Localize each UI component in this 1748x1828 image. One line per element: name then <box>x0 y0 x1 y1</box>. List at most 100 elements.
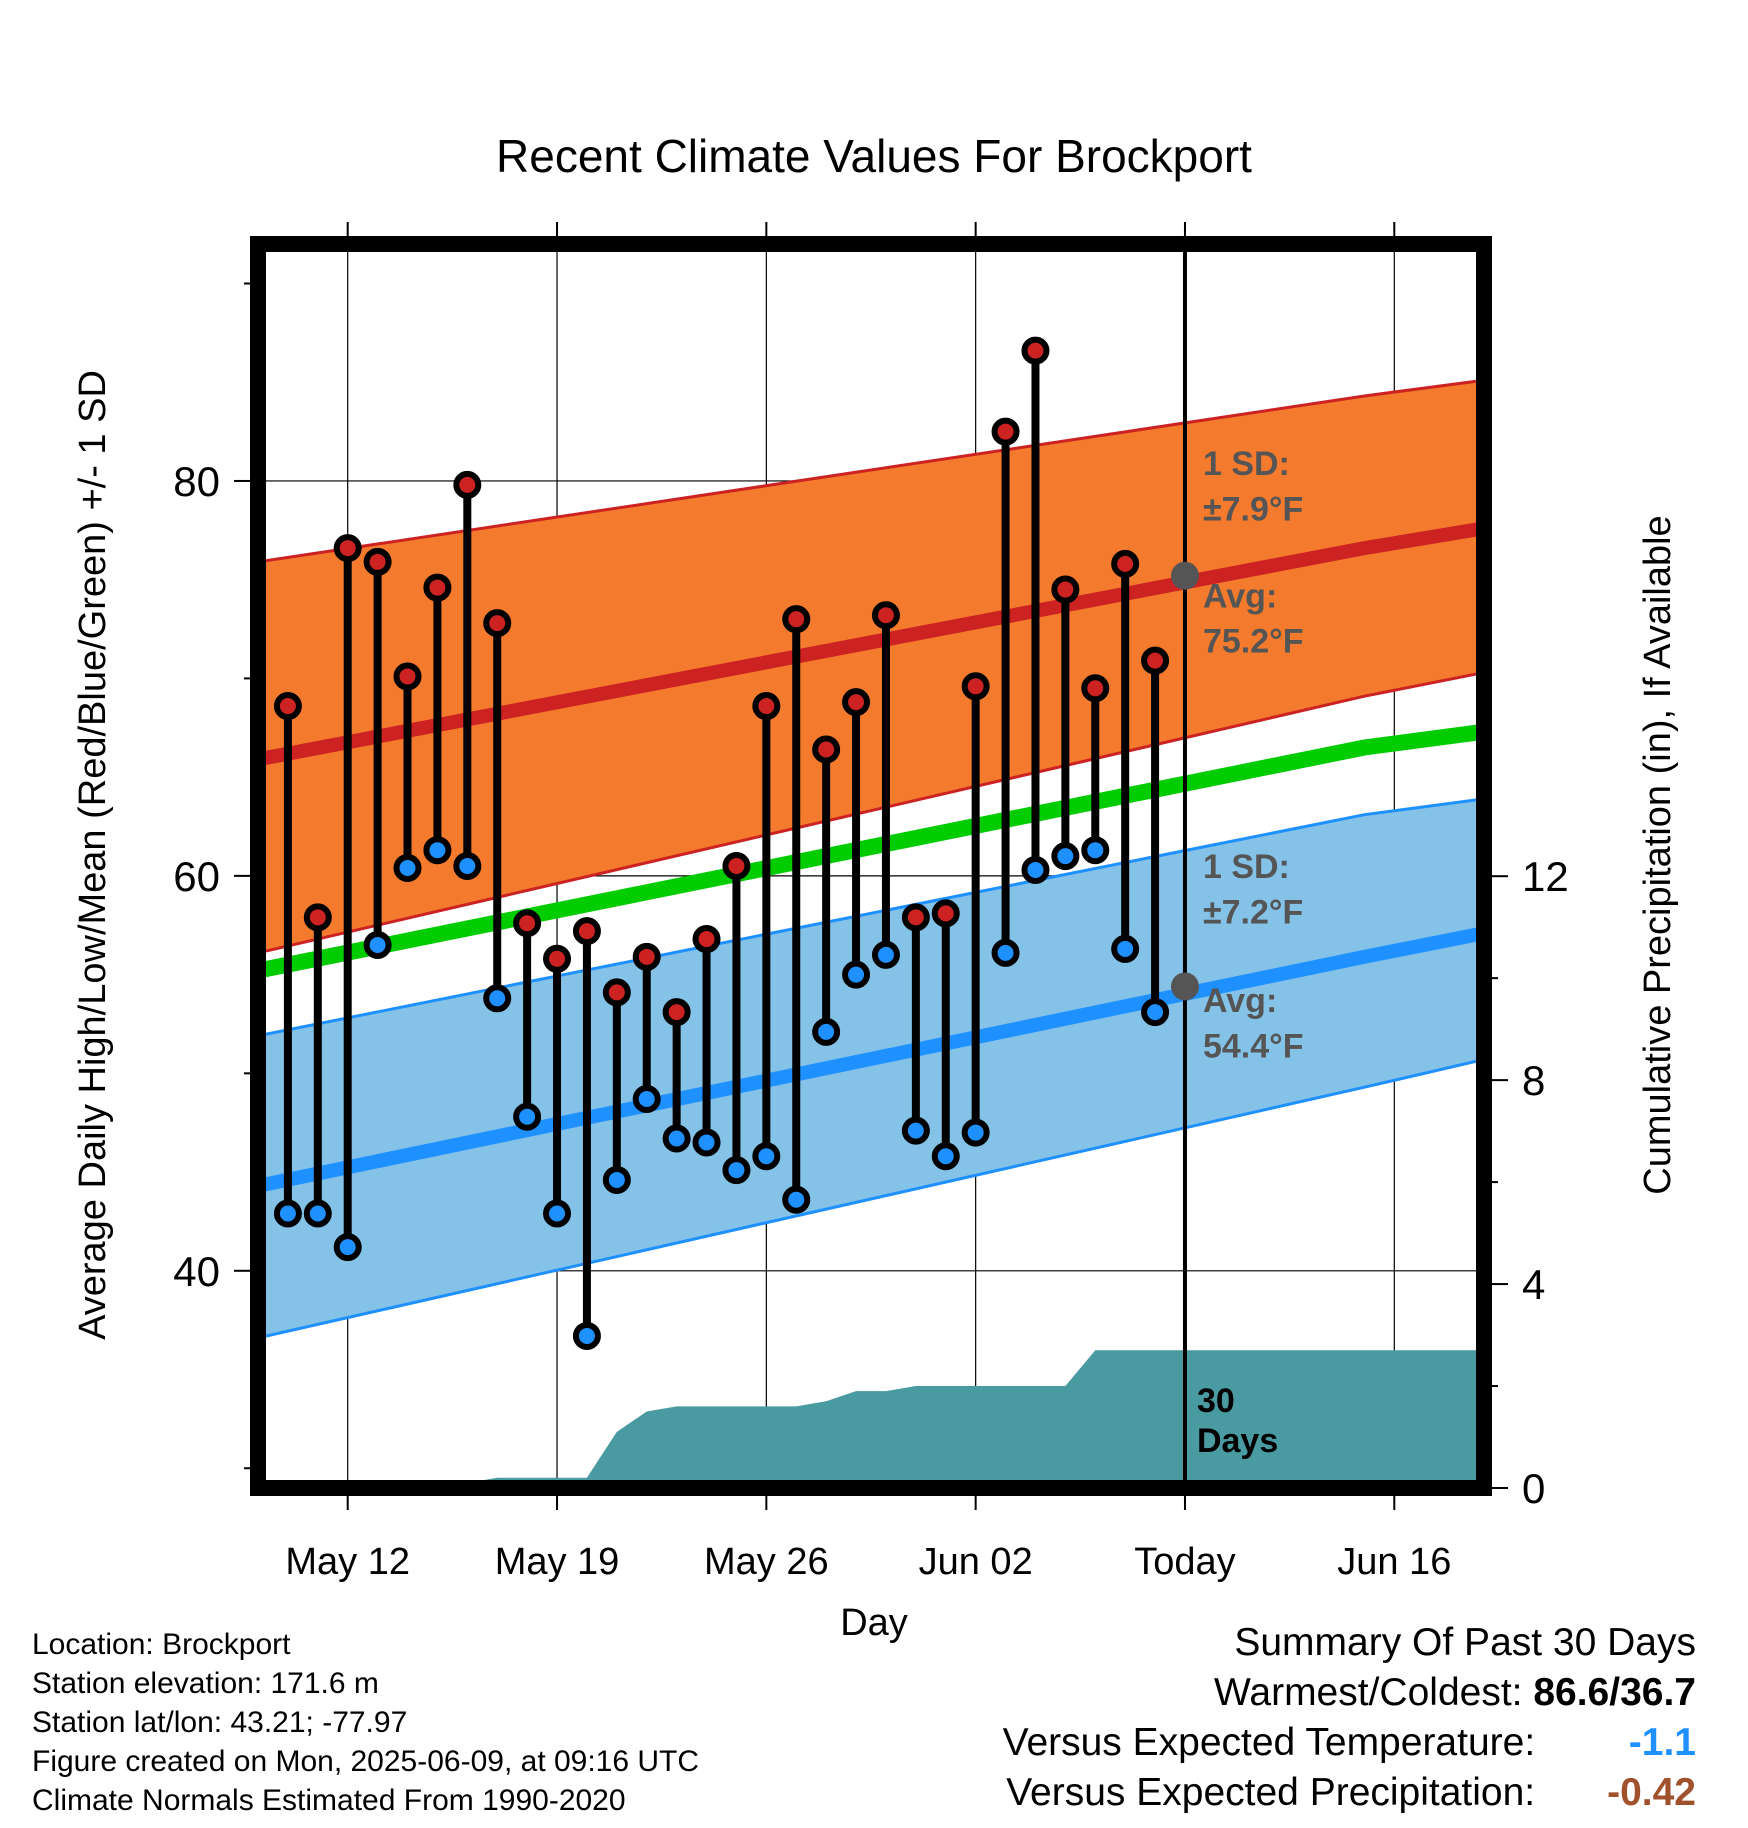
high-point <box>1021 336 1050 365</box>
chart-title: Recent Climate Values For Brockport <box>496 130 1252 182</box>
high-sd-lower-line <box>258 671 1484 955</box>
normals-text: Climate Normals Estimated From 1990-2020 <box>32 1784 626 1817</box>
high-point <box>931 899 960 928</box>
high-sd-band <box>258 380 1484 953</box>
plot-clip-group: 1 SD: ±7.9°F Avg: 75.2°F 1 SD: ±7.2°F Avg: 54.4… <box>258 244 1484 1488</box>
warm-cold-label: Warmest/Coldest: <box>1214 1671 1523 1714</box>
precip-label: Versus Expected Precipitation: <box>1006 1771 1536 1814</box>
low-avg-label: Avg: <box>1203 982 1277 1020</box>
high-point <box>572 917 601 946</box>
low-sd-label: 1 SD: <box>1203 848 1290 886</box>
high-point <box>453 470 482 499</box>
low-point <box>782 1185 811 1214</box>
today-days-number: 30 <box>1197 1382 1235 1420</box>
x-axis-label: Day <box>840 1602 908 1644</box>
y2-tick-label: 0 <box>1522 1465 1545 1512</box>
summary-title: Summary Of Past 30 Days <box>1234 1621 1696 1664</box>
x-tick-label: May 19 <box>495 1541 620 1583</box>
low-point <box>961 1118 990 1147</box>
high-point <box>303 903 332 932</box>
low-point <box>453 852 482 880</box>
y-tick-label: 40 <box>173 1248 220 1295</box>
low-point <box>572 1321 601 1350</box>
summary-panel: Summary Of Past 30 Days Warmest/Coldest:… <box>1003 1618 1696 1818</box>
y-tick-label: 80 <box>173 458 220 505</box>
high-sd-value: ±7.9°F <box>1203 490 1303 528</box>
y2-tick-label: 4 <box>1522 1261 1545 1308</box>
high-point <box>722 852 751 880</box>
high-point <box>513 909 542 938</box>
low-avg-line <box>258 926 1484 1193</box>
high-point <box>483 609 512 638</box>
low-point <box>602 1165 631 1194</box>
high-point <box>632 942 661 971</box>
low-sd-value: ±7.2°F <box>1203 893 1303 931</box>
low-avg-value: 54.4°F <box>1203 1028 1304 1066</box>
low-point <box>692 1128 721 1157</box>
precip-area <box>258 1350 1484 1488</box>
summary-temp: Versus Expected Temperature: -1.1 <box>1003 1718 1696 1768</box>
high-point <box>543 944 572 973</box>
low-point <box>931 1142 960 1171</box>
low-point <box>901 1116 930 1145</box>
location-text: Location: Brockport <box>32 1628 291 1661</box>
high-point <box>991 417 1020 446</box>
high-avg-line <box>258 521 1484 767</box>
y2-tick-label: 12 <box>1522 853 1569 900</box>
high-point <box>812 735 841 764</box>
temp-value: -1.1 <box>1628 1721 1696 1764</box>
plot-frame <box>250 236 1492 1496</box>
y-tick-label: 60 <box>173 853 220 900</box>
summary-warm-cold: Warmest/Coldest: 86.6/36.7 <box>1003 1668 1696 1718</box>
low-point <box>1111 934 1140 963</box>
high-point <box>602 978 631 1007</box>
x-tick-label: Today <box>1134 1541 1235 1583</box>
temp-label: Versus Expected Temperature: <box>1002 1721 1536 1764</box>
high-point <box>662 998 691 1027</box>
high-sd-upper-line <box>258 378 1484 564</box>
low-point <box>273 1199 302 1228</box>
low-sd-upper-line <box>258 797 1484 1038</box>
high-point <box>901 903 930 932</box>
high-point <box>782 605 811 634</box>
high-point <box>961 672 990 701</box>
low-point <box>393 853 422 882</box>
low-point <box>483 984 512 1013</box>
high-avg-value: 75.2°F <box>1203 623 1304 661</box>
today-days-word: Days <box>1197 1422 1278 1460</box>
elevation-text: Station elevation: 171.6 m <box>32 1667 379 1700</box>
high-point <box>1051 575 1080 604</box>
high-point <box>1141 646 1170 675</box>
low-point <box>1141 998 1170 1027</box>
plot-area: 1 SD: ±7.9°F Avg: 75.2°F 1 SD: ±7.2°F Avg: 54.4… <box>258 244 1484 1488</box>
high-avg-marker <box>1170 561 1199 590</box>
high-point <box>423 573 452 602</box>
low-point <box>722 1156 751 1185</box>
low-point <box>632 1085 661 1114</box>
low-point <box>1051 842 1080 871</box>
low-point <box>363 930 392 959</box>
summary-precip: Versus Expected Precipitation: -0.42 <box>1003 1768 1696 1818</box>
station-info: Location: Brockport Station elevation: 1… <box>32 1625 699 1820</box>
low-point <box>423 836 452 865</box>
low-point <box>812 1017 841 1046</box>
x-tick-label: Jun 02 <box>919 1541 1033 1583</box>
high-point <box>273 692 302 721</box>
x-tick-label: May 12 <box>285 1541 410 1583</box>
y-axis-label: Average Daily High/Low/Mean (Red/Blue/Gr… <box>72 370 114 1340</box>
mean-line <box>258 723 1484 979</box>
low-point <box>543 1199 572 1228</box>
low-avg-marker <box>1170 972 1199 1001</box>
axes: 40 60 80 0 4 8 12 May 12 May 19 May 26 Jun 02 Today… <box>173 222 1569 1583</box>
low-point <box>1021 855 1050 884</box>
high-point <box>692 925 721 954</box>
high-point <box>1111 549 1140 578</box>
low-point <box>871 940 900 969</box>
high-point <box>871 601 900 630</box>
low-sd-lower-line <box>258 1058 1484 1340</box>
high-point <box>333 534 362 563</box>
warm-cold-value: 86.6/36.7 <box>1533 1671 1696 1714</box>
x-tick-label: Jun 16 <box>1337 1541 1451 1583</box>
low-point <box>1081 836 1110 865</box>
